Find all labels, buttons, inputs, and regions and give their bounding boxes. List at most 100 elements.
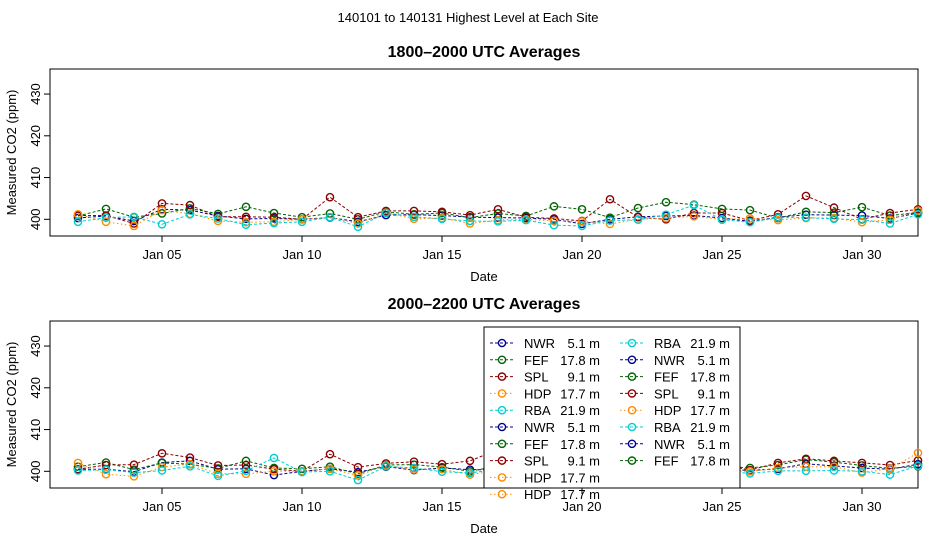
- x-tick-label: Jan 05: [142, 499, 181, 514]
- legend-height: 5.1 m: [567, 336, 600, 351]
- data-point: [913, 209, 923, 219]
- data-point: [213, 214, 223, 223]
- data-point: [409, 463, 419, 473]
- legend-height: 9.1 m: [567, 454, 600, 469]
- legend-marker: [497, 372, 507, 381]
- legend-label: HDP: [524, 386, 551, 401]
- legend-entry: HDP 17.7 m: [620, 403, 730, 418]
- data-point: [353, 462, 363, 472]
- legend: NWR 5.1 m FEF 17.8 m SPL 9.1 m HDP 17.7 m RBA 21.…: [483, 326, 741, 502]
- data-point: [857, 466, 867, 476]
- legend-marker: [627, 355, 637, 365]
- x-tick-label: Jan 10: [282, 499, 321, 514]
- data-point: [801, 462, 811, 472]
- data-point: [465, 219, 475, 228]
- legend-entry: RBA 21.9 m: [620, 420, 730, 435]
- data-point: [101, 469, 111, 479]
- series-line: [78, 195, 919, 225]
- legend-entry: HDP 17.7 m: [490, 386, 600, 401]
- data-point: [521, 215, 531, 225]
- data-point: [129, 460, 139, 469]
- data-point: [801, 213, 811, 222]
- legend-entry: HDP 17.7 m: [490, 470, 600, 485]
- legend-height: 21.9 m: [690, 336, 730, 351]
- legend-height: 17.8 m: [690, 370, 730, 385]
- data-point: [409, 206, 419, 216]
- legend-box: [483, 326, 741, 489]
- data-point: [885, 215, 895, 225]
- data-point: [157, 449, 167, 458]
- data-point: [745, 469, 755, 478]
- y-tick-label: 410: [28, 419, 43, 441]
- data-point: [689, 200, 699, 210]
- data-point: [213, 216, 223, 226]
- legend-entry: FEF 17.8 m: [620, 454, 730, 469]
- legend-marker: [497, 473, 507, 482]
- legend-height: 5.1 m: [697, 353, 730, 368]
- data-point: [185, 209, 195, 219]
- legend-label: FEF: [654, 370, 679, 385]
- legend-height: 17.8 m: [560, 437, 600, 452]
- x-axis-label: Date: [470, 269, 497, 284]
- legend-marker: [497, 489, 507, 499]
- data-point: [717, 204, 727, 214]
- data-point: [857, 215, 867, 225]
- data-point: [353, 475, 363, 485]
- legend-entry: RBA 21.9 m: [490, 403, 600, 418]
- data-point: [437, 214, 447, 224]
- data-point: [717, 215, 727, 225]
- data-point: [269, 218, 279, 228]
- x-tick-label: Jan 20: [562, 499, 601, 514]
- data-point: [465, 216, 475, 226]
- legend-marker: [497, 389, 507, 398]
- legend-entry: SPL 9.1 m: [490, 370, 600, 385]
- data-point: [129, 221, 139, 231]
- data-point: [157, 462, 167, 472]
- data-point: [465, 210, 475, 220]
- data-point: [297, 214, 307, 224]
- legend-marker: [497, 422, 507, 432]
- data-point: [157, 466, 167, 475]
- data-point: [829, 456, 839, 466]
- data-point: [157, 205, 167, 215]
- data-point: [353, 212, 363, 222]
- data-point: [661, 197, 671, 207]
- legend-marker: [497, 355, 507, 365]
- data-point: [773, 215, 783, 225]
- data-point: [885, 219, 895, 228]
- y-tick-label: 400: [28, 208, 43, 230]
- data-point: [241, 202, 251, 212]
- data-point: [829, 208, 839, 217]
- data-point: [185, 461, 195, 471]
- legend-label: HDP: [524, 487, 551, 502]
- data-point: [605, 213, 615, 222]
- x-tick-label: Jan 10: [282, 247, 321, 262]
- x-tick-label: Jan 25: [702, 247, 741, 262]
- legend-marker: [627, 405, 637, 415]
- data-point: [913, 206, 923, 215]
- data-point: [73, 217, 83, 227]
- data-point: [325, 466, 335, 476]
- legend-marker: [497, 439, 507, 449]
- data-point: [801, 454, 811, 464]
- legend-marker: [627, 422, 637, 432]
- data-point: [577, 217, 587, 226]
- plot-frame: [49, 68, 919, 237]
- data-point: [185, 456, 195, 466]
- legend-height: 9.1 m: [697, 386, 730, 401]
- legend-entry: FEF 17.8 m: [490, 437, 600, 452]
- data-point: [325, 192, 335, 202]
- legend-marker: [627, 338, 637, 348]
- data-point: [801, 191, 811, 201]
- data-point: [241, 217, 251, 227]
- data-point: [493, 217, 503, 226]
- legend-marker: [627, 372, 637, 381]
- data-point: [437, 467, 447, 477]
- data-point: [633, 215, 643, 225]
- legend-height: 17.7 m: [560, 487, 600, 502]
- data-point: [857, 463, 867, 473]
- legend-height: 21.9 m: [690, 420, 730, 435]
- legend-height: 17.7 m: [690, 403, 730, 418]
- data-point: [885, 460, 895, 470]
